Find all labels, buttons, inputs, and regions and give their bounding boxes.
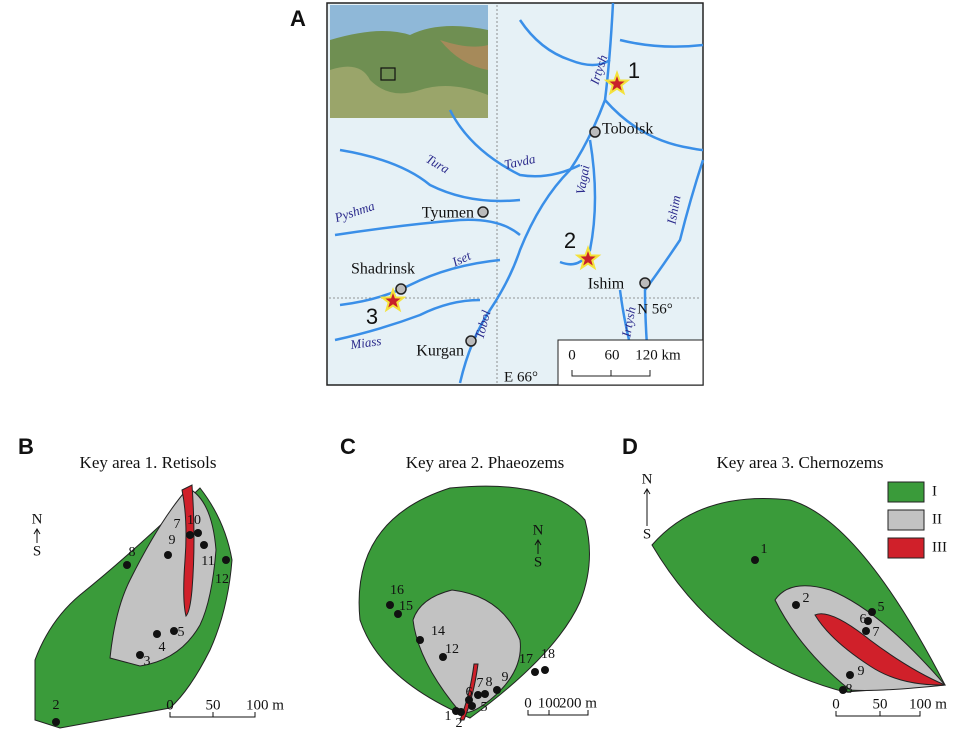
point-label: 1 bbox=[761, 542, 768, 557]
point-label: 6 bbox=[860, 612, 867, 627]
panel-label: A bbox=[290, 6, 306, 31]
scale-label: 120 km bbox=[635, 347, 681, 363]
legend-label: III bbox=[932, 539, 947, 555]
figure: A Irtysh Tura Tavda bbox=[0, 0, 960, 731]
north-label: N bbox=[32, 511, 43, 527]
scale-label: 50 bbox=[206, 697, 221, 713]
point-label: 18 bbox=[541, 647, 555, 662]
point-label: 1 bbox=[445, 709, 452, 724]
site-label: 3 bbox=[366, 304, 378, 329]
panel-label: D bbox=[622, 434, 638, 459]
gridline-label: N 56° bbox=[637, 301, 673, 317]
sample-point bbox=[457, 708, 465, 716]
point-label: 8 bbox=[846, 682, 853, 697]
south-label: S bbox=[534, 554, 542, 570]
point-label: 7 bbox=[174, 517, 181, 532]
sample-point bbox=[751, 556, 759, 564]
point-label: 6 bbox=[466, 685, 473, 700]
point-label: 9 bbox=[502, 670, 509, 685]
sample-point bbox=[200, 541, 208, 549]
site-label: 2 bbox=[564, 228, 576, 253]
point-label: 3 bbox=[144, 654, 151, 669]
point-label: 11 bbox=[201, 554, 214, 569]
sample-point bbox=[531, 668, 539, 676]
inset-map bbox=[330, 5, 488, 118]
city-label: Tyumen bbox=[422, 205, 474, 222]
north-arrow bbox=[644, 489, 650, 526]
point-label: 7 bbox=[477, 676, 484, 691]
scale-label: 100 bbox=[538, 695, 561, 711]
sample-point bbox=[541, 666, 549, 674]
scale-label: 0 bbox=[524, 695, 532, 711]
map-panel: A Irtysh Tura Tavda bbox=[290, 3, 703, 385]
sample-point bbox=[468, 702, 476, 710]
legend bbox=[888, 482, 924, 558]
panel-title: Key area 2. Phaeozems bbox=[406, 453, 565, 472]
point-label: 8 bbox=[486, 675, 493, 690]
sample-point bbox=[416, 636, 424, 644]
key-area-panel bbox=[359, 486, 589, 720]
city-label: Tobolsk bbox=[602, 121, 653, 138]
sample-point bbox=[862, 627, 870, 635]
point-label: 12 bbox=[445, 642, 459, 657]
panel-label: C bbox=[340, 434, 356, 459]
north-label: N bbox=[533, 522, 544, 538]
legend-label: II bbox=[932, 511, 942, 527]
point-label: 5 bbox=[878, 600, 885, 615]
scale-label: 60 bbox=[605, 347, 620, 363]
south-label: S bbox=[643, 526, 651, 542]
sample-point bbox=[222, 556, 230, 564]
sample-point bbox=[123, 561, 131, 569]
south-label: S bbox=[33, 543, 41, 559]
panel-title: Key area 1. Retisols bbox=[80, 453, 217, 472]
north-label: N bbox=[642, 471, 653, 487]
sample-point bbox=[474, 691, 482, 699]
point-label: 2 bbox=[53, 698, 60, 713]
point-label: 12 bbox=[215, 572, 229, 587]
scale-label: 100 m bbox=[909, 696, 947, 712]
site-label: 1 bbox=[628, 58, 640, 83]
sample-point bbox=[846, 671, 854, 679]
city-label: Shadrinsk bbox=[351, 261, 415, 278]
sample-point bbox=[792, 601, 800, 609]
point-label: 2 bbox=[803, 591, 810, 606]
sample-point bbox=[186, 531, 194, 539]
point-label: 14 bbox=[431, 624, 445, 639]
point-label: 7 bbox=[873, 625, 880, 640]
point-label: 4 bbox=[159, 640, 166, 655]
scale-label: 200 m bbox=[559, 695, 597, 711]
point-label: 9 bbox=[169, 533, 176, 548]
gridline-label: E 66° bbox=[504, 369, 538, 385]
sample-point bbox=[164, 551, 172, 559]
sample-point bbox=[386, 601, 394, 609]
sample-point bbox=[868, 608, 876, 616]
point-label: 17 bbox=[519, 652, 533, 667]
sample-point bbox=[153, 630, 161, 638]
point-label: 16 bbox=[390, 583, 404, 598]
panel-title: Key area 3. Chernozems bbox=[716, 453, 883, 472]
legend-label: I bbox=[932, 483, 937, 499]
scale-label: 0 bbox=[166, 697, 174, 713]
point-label: 9 bbox=[858, 664, 865, 679]
point-label: 5 bbox=[481, 700, 488, 715]
sample-point bbox=[493, 686, 501, 694]
key-area-panel bbox=[35, 485, 232, 728]
panel-label: B bbox=[18, 434, 34, 459]
scale-label: 0 bbox=[568, 347, 576, 363]
point-label: 10 bbox=[187, 513, 201, 528]
north-arrow bbox=[34, 529, 40, 543]
sample-point bbox=[194, 529, 202, 537]
point-label: 15 bbox=[399, 599, 413, 614]
scale-label: 50 bbox=[873, 696, 888, 712]
scale-label: 0 bbox=[832, 696, 840, 712]
city-label: Kurgan bbox=[416, 343, 464, 360]
point-label: 5 bbox=[178, 625, 185, 640]
city-label: Ishim bbox=[588, 276, 625, 293]
sample-point bbox=[52, 718, 60, 726]
scale-box bbox=[558, 340, 703, 385]
point-label: 2 bbox=[456, 716, 463, 731]
scale-label: 100 m bbox=[246, 697, 284, 713]
point-label: 8 bbox=[129, 545, 136, 560]
